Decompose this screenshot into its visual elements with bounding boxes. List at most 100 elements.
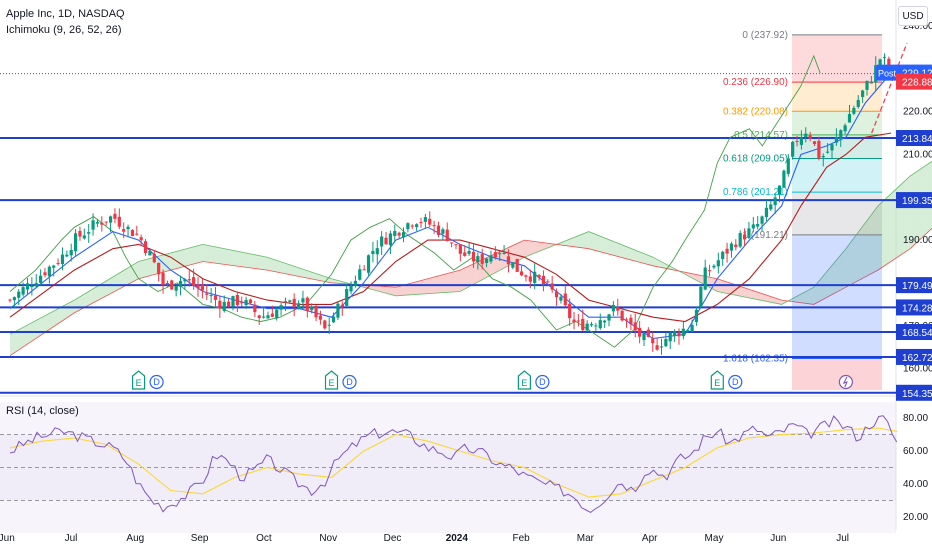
candle-body bbox=[834, 136, 838, 143]
cloud-segment bbox=[653, 257, 670, 270]
candle-body bbox=[760, 216, 764, 224]
fib-zone bbox=[792, 34, 882, 83]
candle-body bbox=[546, 281, 550, 283]
cloud-segment bbox=[299, 267, 316, 280]
candle-body bbox=[183, 279, 187, 282]
rsi-tick-label: 80.00 bbox=[903, 413, 928, 424]
candle-body bbox=[47, 266, 51, 277]
cloud-segment bbox=[797, 287, 814, 305]
level-price-label: 174.28 bbox=[902, 303, 932, 314]
candle-body bbox=[843, 125, 847, 132]
cloud-segment bbox=[878, 190, 895, 271]
ichimoku-legend[interactable]: Ichimoku (9, 26, 52, 26) bbox=[6, 24, 122, 36]
candle-body bbox=[568, 303, 572, 319]
candle-body bbox=[795, 141, 799, 143]
candle-body bbox=[847, 114, 852, 123]
cloud-segment bbox=[138, 257, 155, 279]
currency-button[interactable]: USD bbox=[898, 6, 928, 26]
time-tick-label: May bbox=[705, 533, 724, 544]
candle-body bbox=[463, 252, 467, 256]
candle-body bbox=[703, 267, 707, 290]
cloud-segment bbox=[444, 270, 461, 293]
candle-body bbox=[799, 137, 804, 145]
cloud-segment bbox=[218, 247, 236, 266]
candle-body bbox=[852, 108, 856, 114]
kijun-sen-line bbox=[9, 132, 891, 323]
candle-body bbox=[296, 303, 301, 309]
cloud-segment bbox=[363, 285, 380, 292]
level-price-tag bbox=[896, 130, 932, 147]
candle-body bbox=[498, 253, 502, 255]
candle-body bbox=[651, 338, 655, 344]
candle-body bbox=[563, 293, 567, 306]
earnings-icon-letter: E bbox=[714, 378, 720, 388]
cloud-segment bbox=[861, 205, 879, 279]
cloud-segment bbox=[588, 231, 605, 253]
candle-body bbox=[375, 248, 379, 255]
cloud-segment bbox=[508, 240, 525, 266]
rsi-legend[interactable]: RSI (14, close) bbox=[6, 405, 79, 417]
rsi-tick-label: 60.00 bbox=[903, 446, 928, 457]
candle-body bbox=[874, 65, 878, 83]
dividend-icon-letter: D bbox=[153, 377, 160, 387]
candle-body bbox=[664, 338, 668, 347]
candle-body bbox=[12, 297, 16, 301]
candle-body bbox=[882, 56, 887, 58]
candle-body bbox=[257, 315, 261, 319]
dividend-icon bbox=[149, 374, 164, 390]
fib-level-label: 0.786 (201.21) bbox=[723, 187, 788, 198]
candle-body bbox=[358, 269, 362, 280]
candle-body bbox=[393, 231, 397, 236]
cloud-segment bbox=[106, 271, 123, 296]
candle-body bbox=[209, 295, 213, 297]
earnings-icon bbox=[710, 370, 724, 390]
candle-body bbox=[165, 283, 170, 285]
candle-body bbox=[572, 319, 576, 323]
candle-body bbox=[30, 286, 34, 288]
dividend-icon-letter: D bbox=[539, 377, 546, 387]
candle-body bbox=[786, 158, 790, 174]
level-price-label: 154.35 bbox=[902, 389, 932, 400]
candle-body bbox=[235, 294, 239, 306]
cloud-segment bbox=[379, 286, 396, 296]
candle-body bbox=[60, 254, 65, 265]
candle-body bbox=[270, 313, 274, 317]
candle-body bbox=[196, 284, 200, 289]
candle-body bbox=[576, 320, 581, 322]
candle-body bbox=[620, 310, 624, 321]
cloud-segment bbox=[636, 250, 653, 266]
rsi-tick-label: 40.00 bbox=[903, 479, 928, 490]
rsi-tick-label: 20.00 bbox=[903, 512, 928, 523]
candle-body bbox=[310, 306, 314, 311]
fib-zone bbox=[792, 134, 882, 159]
fib-level-label: 0.5 (214.57) bbox=[734, 130, 788, 141]
candle-body bbox=[524, 275, 528, 277]
candle-body bbox=[756, 224, 760, 227]
dividend-icon bbox=[728, 374, 743, 390]
dividend-icon bbox=[342, 374, 357, 390]
candle-body bbox=[826, 151, 830, 153]
candle-body bbox=[725, 248, 729, 254]
cloud-segment bbox=[765, 294, 782, 305]
candle-body bbox=[117, 216, 121, 227]
candle-body bbox=[541, 275, 546, 285]
candle-body bbox=[340, 304, 344, 307]
candle-body bbox=[537, 275, 541, 278]
candle-body bbox=[694, 309, 699, 322]
cloud-segment bbox=[845, 227, 862, 288]
candle-body bbox=[791, 141, 795, 157]
candle-body bbox=[699, 286, 703, 308]
time-tick-label: Apr bbox=[642, 533, 658, 544]
candle-body bbox=[454, 244, 458, 246]
earnings-icon-letter: E bbox=[328, 378, 334, 388]
time-tick-label: Jun bbox=[0, 533, 15, 544]
candle-body bbox=[729, 243, 734, 251]
cloud-segment bbox=[411, 278, 428, 295]
candle-body bbox=[607, 314, 611, 321]
candle-body bbox=[388, 233, 392, 246]
candle-body bbox=[170, 280, 174, 290]
price-tick-label: 190.00 bbox=[903, 235, 932, 246]
candle-body bbox=[8, 299, 12, 301]
